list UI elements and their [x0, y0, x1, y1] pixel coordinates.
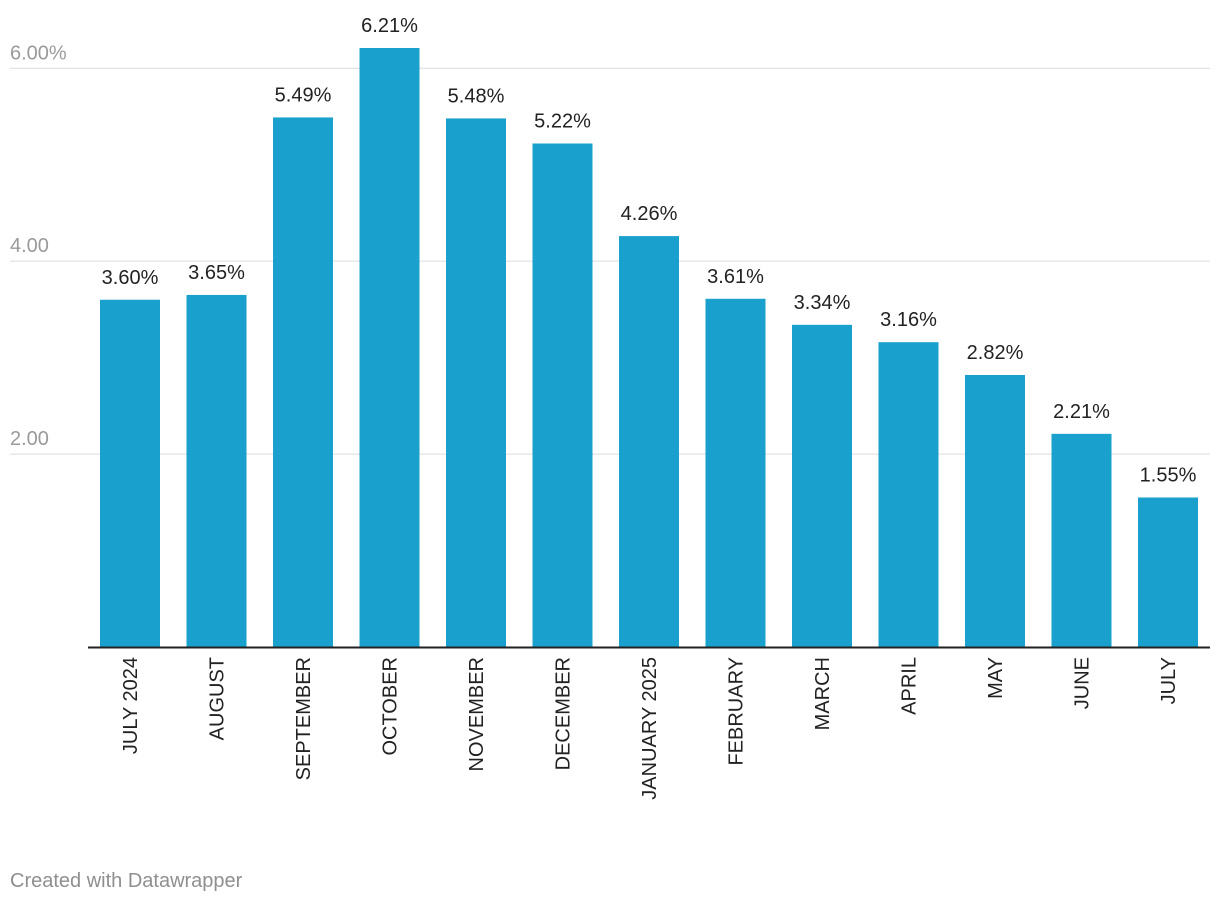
value-label: 5.22% [534, 110, 591, 132]
value-label: 3.60% [102, 267, 159, 289]
bar [273, 117, 333, 647]
bar [1051, 433, 1112, 647]
value-label: 1.55% [1140, 464, 1197, 486]
value-label: 2.21% [1053, 401, 1110, 423]
bar [100, 299, 160, 647]
bar [446, 118, 506, 648]
y-tick-label: 6.00% [10, 42, 67, 64]
bar [186, 294, 247, 647]
value-labels: 3.60% 3.65% 5.49% 6.21% 5.48% 5.22% 4.26% 3.61%… [102, 15, 1197, 486]
x-tick-label: MAY [985, 657, 1007, 699]
bar [532, 143, 593, 648]
value-label: 3.16% [880, 309, 937, 331]
y-tick-label: 4.00 [10, 235, 49, 257]
x-axis-labels: JULY 2024 AUGUST SEPTEMBER OCTOBER NOVEMBER D… [120, 657, 1180, 800]
value-label: 5.48% [448, 85, 505, 107]
bar [792, 324, 852, 647]
bars [100, 48, 1198, 648]
value-label: 3.61% [707, 266, 764, 288]
x-tick-label: JANUARY 2025 [639, 657, 661, 800]
bar [619, 236, 679, 647]
x-tick-label: FEBRUARY [726, 657, 748, 766]
value-label: 4.26% [621, 203, 678, 225]
y-tick-label: 2.00 [10, 428, 49, 450]
x-tick-label: OCTOBER [380, 657, 402, 756]
bar [1138, 497, 1198, 647]
x-tick-label: DECEMBER [553, 657, 575, 770]
bar [965, 374, 1025, 647]
value-label: 6.21% [361, 15, 418, 37]
x-tick-label: AUGUST [207, 657, 229, 740]
x-tick-label: NOVEMBER [466, 657, 488, 771]
x-tick-label: JULY 2024 [120, 657, 142, 754]
x-tick-label: JULY [1158, 657, 1180, 704]
value-label: 2.82% [967, 342, 1024, 364]
bar [705, 298, 766, 647]
bar [359, 48, 420, 647]
value-label: 5.49% [275, 84, 332, 106]
credit-text: Created with Datawrapper [10, 870, 243, 892]
x-tick-label: MARCH [812, 657, 834, 730]
x-tick-label: JUNE [1072, 657, 1094, 709]
value-label: 3.34% [794, 292, 851, 314]
bar [878, 342, 939, 647]
value-label: 3.65% [188, 262, 245, 284]
y-axis-ticks: 2.00 4.00 6.00% [10, 42, 67, 450]
x-tick-label: SEPTEMBER [293, 657, 315, 780]
x-tick-label: APRIL [899, 657, 921, 715]
